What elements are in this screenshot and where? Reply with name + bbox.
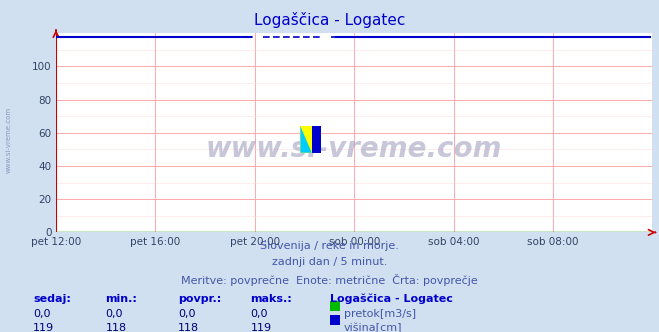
Text: 0,0: 0,0 xyxy=(105,309,123,319)
Text: min.:: min.: xyxy=(105,294,137,304)
Text: sedaj:: sedaj: xyxy=(33,294,71,304)
Bar xyxy=(301,126,321,153)
Text: 118: 118 xyxy=(105,323,127,332)
Bar xyxy=(312,126,321,153)
Text: zadnji dan / 5 minut.: zadnji dan / 5 minut. xyxy=(272,257,387,267)
Text: 0,0: 0,0 xyxy=(33,309,51,319)
Text: 119: 119 xyxy=(250,323,272,332)
Text: www.si-vreme.com: www.si-vreme.com xyxy=(5,106,12,173)
Text: Slovenija / reke in morje.: Slovenija / reke in morje. xyxy=(260,241,399,251)
Polygon shape xyxy=(301,126,312,153)
Text: Logaščica - Logatec: Logaščica - Logatec xyxy=(330,294,452,304)
Text: povpr.:: povpr.: xyxy=(178,294,221,304)
Text: Meritve: povprečne  Enote: metrične  Črta: povprečje: Meritve: povprečne Enote: metrične Črta:… xyxy=(181,274,478,286)
Text: pretok[m3/s]: pretok[m3/s] xyxy=(344,309,416,319)
Text: 118: 118 xyxy=(178,323,199,332)
Text: 0,0: 0,0 xyxy=(250,309,268,319)
Text: 119: 119 xyxy=(33,323,54,332)
Text: maks.:: maks.: xyxy=(250,294,292,304)
Text: 0,0: 0,0 xyxy=(178,309,196,319)
Text: višina[cm]: višina[cm] xyxy=(344,323,403,332)
Text: www.si-vreme.com: www.si-vreme.com xyxy=(206,135,502,163)
Text: Logaščica - Logatec: Logaščica - Logatec xyxy=(254,12,405,28)
